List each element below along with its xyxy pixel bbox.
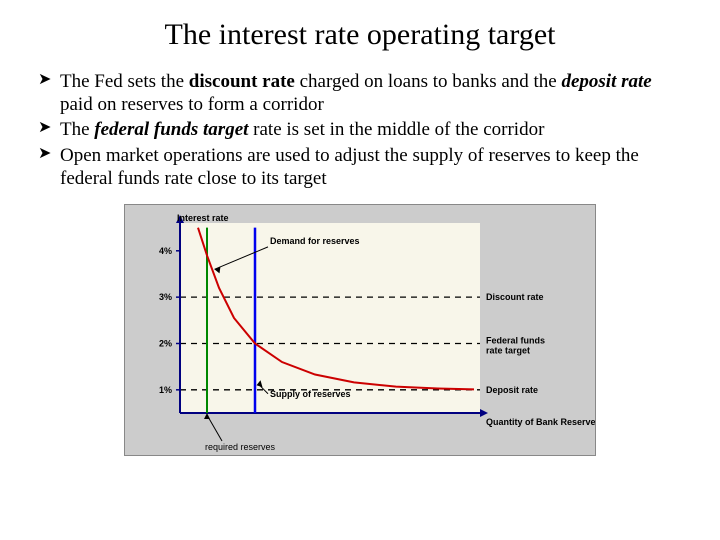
svg-text:Deposit rate: Deposit rate bbox=[486, 385, 538, 395]
svg-text:2%: 2% bbox=[159, 338, 172, 348]
svg-text:Supply of reserves: Supply of reserves bbox=[270, 389, 351, 399]
bullet-item: Open market operations are used to adjus… bbox=[38, 144, 686, 190]
svg-text:3%: 3% bbox=[159, 292, 172, 302]
svg-text:Federal funds: Federal funds bbox=[486, 335, 545, 345]
bullet-item: The federal funds target rate is set in … bbox=[38, 118, 686, 141]
svg-text:1%: 1% bbox=[159, 385, 172, 395]
svg-text:Discount rate: Discount rate bbox=[486, 292, 544, 302]
svg-text:Interest rate: Interest rate bbox=[177, 213, 229, 223]
svg-text:4%: 4% bbox=[159, 246, 172, 256]
svg-text:required reserves: required reserves bbox=[205, 442, 276, 452]
bullet-item: The Fed sets the discount rate charged o… bbox=[38, 70, 686, 116]
svg-text:Quantity of Bank Reserves: Quantity of Bank Reserves bbox=[486, 417, 595, 427]
interest-rate-chart: Discount rate Federal fundsrate target Dep… bbox=[124, 204, 596, 456]
svg-text:Demand for reserves: Demand for reserves bbox=[270, 236, 360, 246]
page-title: The interest rate operating target bbox=[28, 18, 692, 52]
svg-text:rate target: rate target bbox=[486, 345, 530, 355]
bullet-list: The Fed sets the discount rate charged o… bbox=[28, 70, 692, 190]
